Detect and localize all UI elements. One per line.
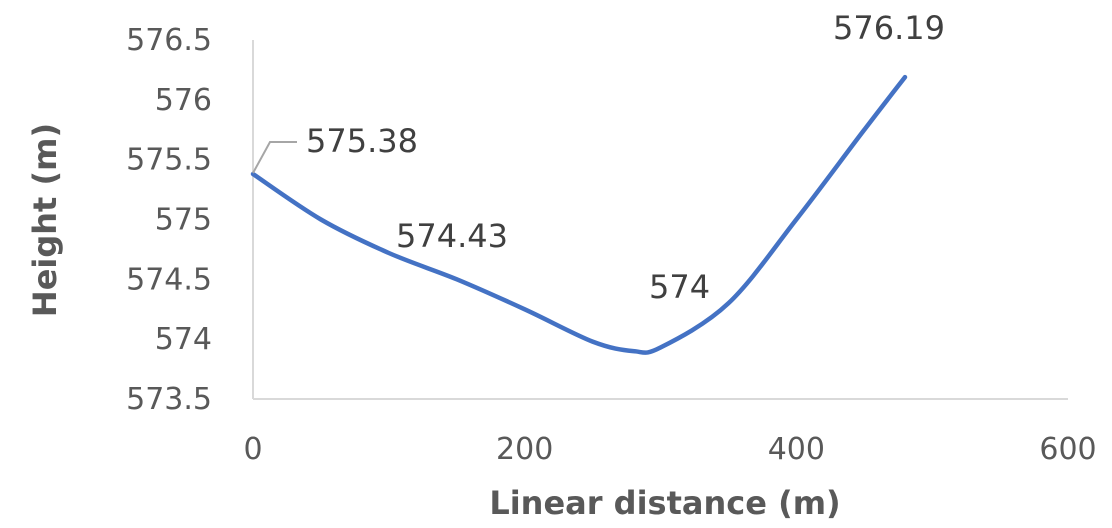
data-label-min: 574 (649, 268, 710, 306)
x-tick-label: 200 (496, 432, 553, 467)
y-tick-label: 575 (155, 203, 212, 238)
y-tick-label: 576 (155, 83, 212, 118)
y-tick-label: 575.5 (126, 143, 212, 178)
x-tick-label: 600 (1039, 432, 1096, 467)
data-label-mid: 574.43 (396, 217, 508, 255)
y-tick-label: 573.5 (126, 382, 212, 417)
y-tick-label: 574.5 (126, 262, 212, 297)
height-profile-line (250, 74, 908, 355)
x-tick-label: 0 (243, 432, 262, 467)
data-label-leader-line (252, 141, 297, 174)
y-axis-title: Height (m) (26, 123, 64, 317)
x-axis-title: Linear distance (m) (489, 484, 840, 522)
y-tick-label: 576.5 (126, 23, 212, 58)
y-tick-labels: 573.5 574 574.5 575 575.5 576 576.5 (126, 23, 212, 417)
x-tick-label: 400 (768, 432, 825, 467)
data-label-start: 575.38 (306, 122, 418, 160)
x-tick-labels: 0 200 400 600 (243, 432, 1096, 467)
data-label-end: 576.19 (833, 9, 945, 47)
y-tick-label: 574 (155, 322, 212, 357)
